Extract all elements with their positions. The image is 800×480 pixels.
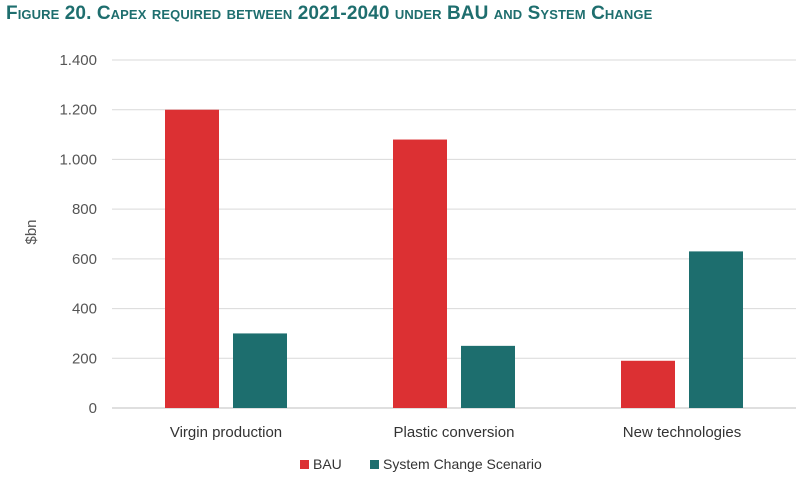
legend-swatch-bau (300, 460, 309, 469)
legend-label-system-change: System Change Scenario (383, 456, 542, 472)
legend: BAU System Change Scenario (300, 456, 542, 472)
y-axis-ticks: 0 200 400 600 800 1.000 1.200 1.400 (59, 52, 97, 417)
y-tick-label: 800 (72, 201, 97, 218)
gridlines (112, 59, 796, 409)
bar-system-change-2 (461, 345, 515, 408)
y-tick-label: 200 (72, 350, 97, 367)
bar-system-change-1 (233, 333, 287, 408)
y-tick-label: 400 (72, 301, 97, 318)
legend-swatch-system-change (370, 460, 379, 469)
legend-label-bau: BAU (313, 456, 342, 472)
figure-title: Figure 20. Capex required between 2021-2… (6, 3, 653, 24)
category-label: Virgin production (170, 424, 282, 441)
x-axis-categories: Virgin production Plastic conversion New t… (170, 424, 741, 441)
y-tick-label: 1.400 (59, 52, 97, 69)
y-tick-label: 1.000 (59, 151, 97, 168)
bar-bau-3 (621, 360, 675, 408)
category-label: New technologies (623, 424, 741, 441)
bar-bau-2 (393, 139, 447, 409)
y-tick-label: 0 (89, 400, 97, 417)
y-tick-label: 600 (72, 251, 97, 268)
y-axis-label: $bn (23, 219, 40, 244)
bars (165, 109, 743, 409)
category-label: Plastic conversion (394, 424, 515, 441)
bar-system-change-3 (689, 251, 743, 408)
bar-bau-1 (165, 109, 219, 408)
y-tick-label: 1.200 (59, 102, 97, 119)
